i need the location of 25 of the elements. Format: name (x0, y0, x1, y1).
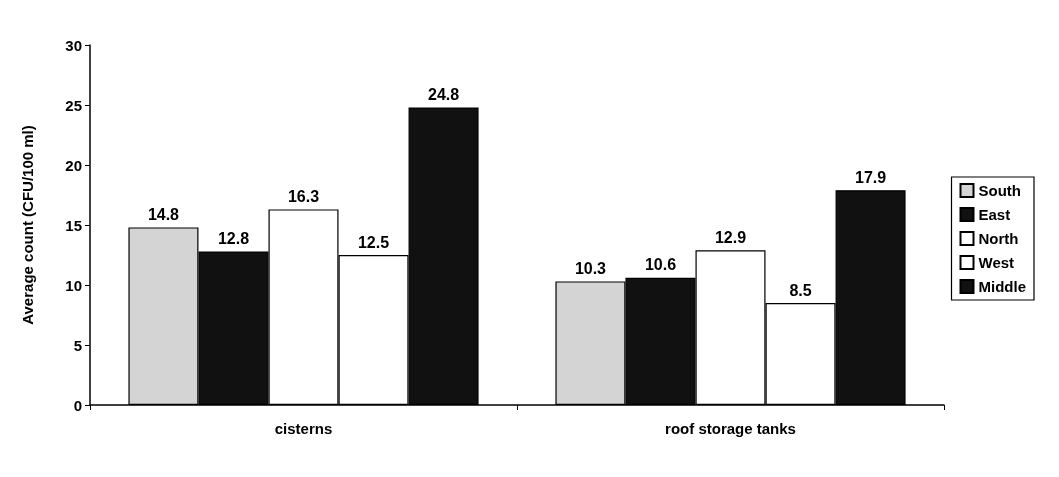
y-tick-label: 0 (73, 396, 82, 414)
data-label: 12.8 (217, 229, 250, 247)
legend-label: South (978, 182, 1021, 199)
data-label: 8.5 (789, 281, 812, 299)
data-label: 12.5 (357, 233, 390, 251)
legend-label: Middle (978, 278, 1026, 295)
data-label: 24.8 (427, 85, 460, 103)
data-label: 17.9 (854, 168, 887, 186)
y-tick-label: 25 (65, 96, 82, 114)
data-label: 10.3 (574, 259, 607, 277)
data-label: 16.3 (287, 187, 320, 205)
y-tick-label: 30 (65, 36, 82, 54)
y-tick-label: 20 (65, 156, 82, 174)
y-tick-label: 15 (65, 216, 82, 234)
y-tick-label: 10 (65, 276, 82, 294)
legend-label: East (978, 206, 1011, 223)
data-label: 14.8 (147, 205, 180, 223)
data-label: 10.6 (644, 256, 677, 274)
y-axis-title: Average count (CFU/100 ml) (19, 125, 36, 325)
legend-label: West (978, 254, 1015, 271)
x-tick-label: cisterns (274, 420, 333, 437)
legend-label: North (978, 230, 1019, 247)
y-tick-label: 5 (73, 336, 82, 354)
x-tick-label: roof storage tanks (665, 420, 796, 437)
data-label: 12.9 (714, 228, 747, 246)
